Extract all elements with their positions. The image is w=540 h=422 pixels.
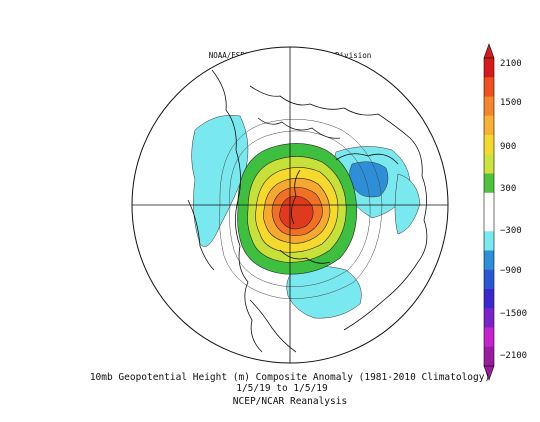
positive-anomaly xyxy=(237,143,357,275)
colorbar-label: −2100 xyxy=(500,351,527,361)
colorbar-segment xyxy=(484,212,494,232)
color-bar: 2100 1500 900 300 −300 −900 −1500 −2100 xyxy=(483,43,527,381)
colorbar-labels: 2100 1500 900 300 −300 −900 −1500 −2100 xyxy=(500,59,527,361)
colorbar-label: 900 xyxy=(500,142,516,152)
colorbar-segment xyxy=(484,135,494,155)
neg-anomaly-east-asia-edge xyxy=(394,173,421,235)
colorbar-segment xyxy=(484,327,494,348)
caption-title: 10mb Geopotential Height (m) Composite A… xyxy=(90,372,490,383)
colorbar-segment xyxy=(484,173,494,194)
colorbar-label: 300 xyxy=(500,184,516,194)
colorbar-segment xyxy=(484,289,494,309)
colorbar-label: −1500 xyxy=(500,309,527,319)
map-boundary xyxy=(131,46,449,364)
colorbar-segment xyxy=(484,58,494,78)
colorbar-segment xyxy=(484,346,494,367)
colorbar-segment xyxy=(484,154,494,174)
colorbar-segment xyxy=(484,115,494,136)
caption: 10mb Geopotential Height (m) Composite A… xyxy=(90,372,490,407)
colorbar-segment xyxy=(484,231,494,251)
colorbar-segment xyxy=(484,308,494,328)
colorbar-segment xyxy=(484,77,494,97)
neg-anomaly-north-atlantic xyxy=(286,266,362,319)
colorbar-label: −900 xyxy=(500,266,522,276)
colorbar-segment xyxy=(484,192,494,213)
neg-anomaly-north-pacific xyxy=(191,115,249,247)
colorbar-label: 2100 xyxy=(500,59,522,69)
colorbar-segment xyxy=(484,96,494,117)
caption-dates: 1/5/19 to 1/5/19 xyxy=(236,383,328,394)
colorbar-label: −300 xyxy=(500,226,522,236)
colorbar-segment xyxy=(484,269,494,290)
colorbar-top-arrow xyxy=(483,43,495,59)
colorbar-segment xyxy=(484,250,494,271)
coastlines xyxy=(187,69,428,353)
caption-source: NCEP/NCAR Reanalysis xyxy=(233,396,347,407)
colorbar-label: 1500 xyxy=(500,98,522,108)
polar-map xyxy=(132,47,448,363)
